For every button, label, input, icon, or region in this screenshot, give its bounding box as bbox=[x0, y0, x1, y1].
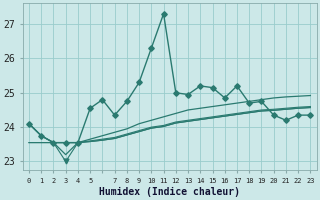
X-axis label: Humidex (Indice chaleur): Humidex (Indice chaleur) bbox=[99, 186, 240, 197]
